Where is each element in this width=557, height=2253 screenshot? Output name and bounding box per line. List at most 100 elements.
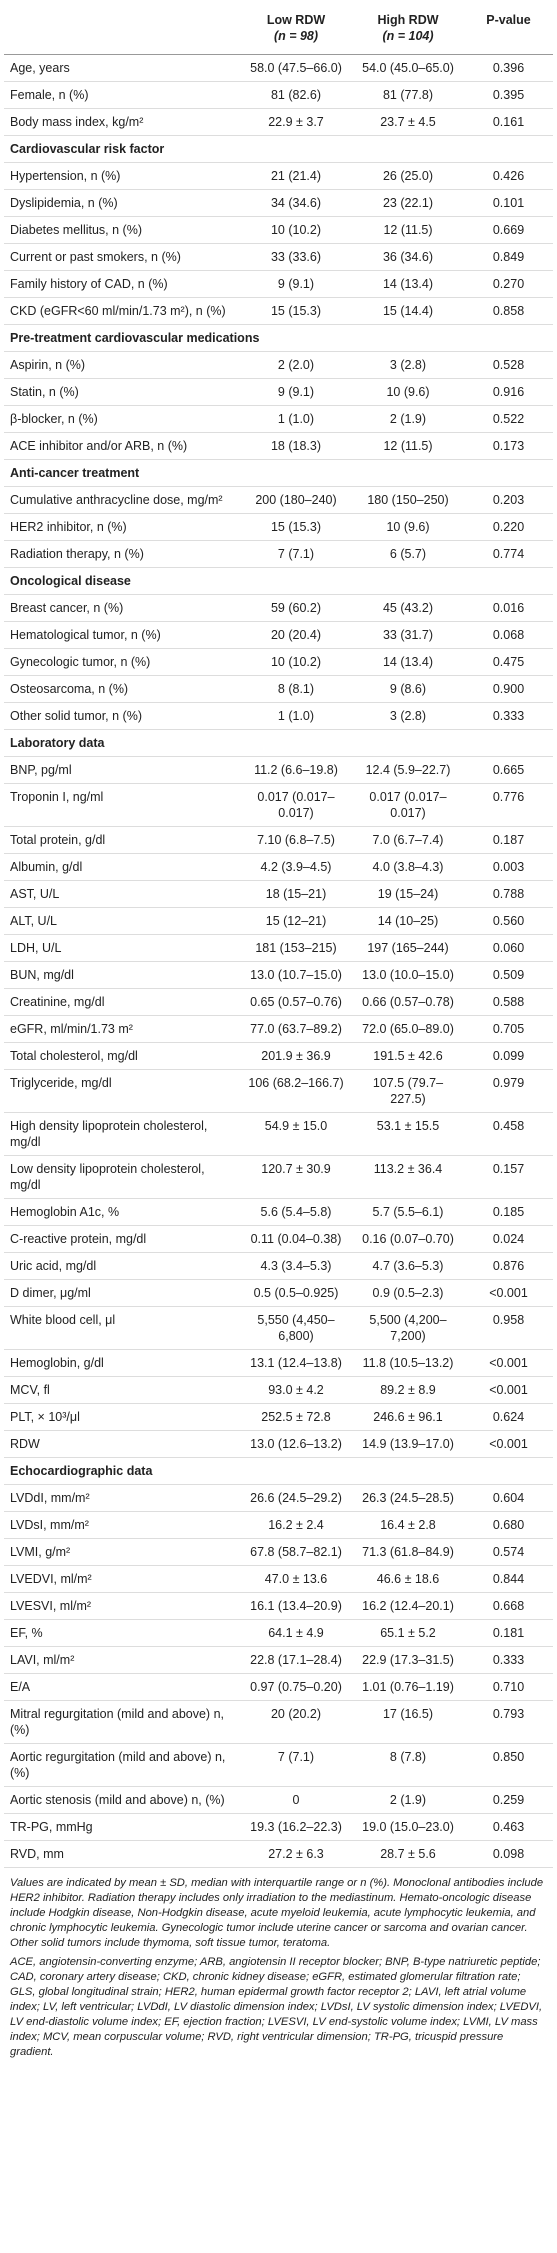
value-cell: 5.6 (5.4–5.8) [240, 1198, 352, 1226]
value-cell: 23.7 ± 4.5 [352, 108, 464, 136]
value-cell: 14 (13.4) [352, 648, 464, 676]
row-label: Dyslipidemia, n (%) [4, 189, 240, 217]
value-cell: 0.788 [464, 880, 553, 908]
row-label: Family history of CAD, n (%) [4, 270, 240, 298]
data-row: RVD, mm 27.2 ± 6.3 28.7 ± 5.6 0.098 [4, 1840, 553, 1868]
value-cell: 27.2 ± 6.3 [240, 1840, 352, 1868]
row-label: BNP, pg/ml [4, 756, 240, 784]
value-cell: 7 (7.1) [240, 540, 352, 568]
row-label: D dimer, μg/ml [4, 1279, 240, 1307]
value-cell: <0.001 [464, 1430, 553, 1458]
row-label: AST, U/L [4, 880, 240, 908]
data-row: Aortic stenosis (mild and above) n, (%) 0… [4, 1786, 553, 1814]
data-row: LDH, U/L 181 (153–215) 197 (165–244) 0.060 [4, 934, 553, 962]
value-cell: 0 [240, 1786, 352, 1814]
data-row: Mitral regurgitation (mild and above) n,… [4, 1700, 553, 1744]
value-cell: 12.4 (5.9–22.7) [352, 756, 464, 784]
value-cell: 7.10 (6.8–7.5) [240, 826, 352, 854]
value-cell: 9 (9.1) [240, 270, 352, 298]
data-row: ALT, U/L 15 (12–21) 14 (10–25) 0.560 [4, 907, 553, 935]
row-label: Albumin, g/dl [4, 853, 240, 881]
value-cell: 4.7 (3.6–5.3) [352, 1252, 464, 1280]
data-row: Cumulative anthracycline dose, mg/m² 200 … [4, 486, 553, 514]
row-label: ACE inhibitor and/or ARB, n (%) [4, 432, 240, 460]
footnote: Values are indicated by mean ± SD, media… [10, 1877, 544, 1949]
data-row: AST, U/L 18 (15–21) 19 (15–24) 0.788 [4, 880, 553, 908]
data-row: Hematological tumor, n (%) 20 (20.4) 33 (3… [4, 621, 553, 649]
row-label: HER2 inhibitor, n (%) [4, 513, 240, 541]
value-cell: 0.849 [464, 243, 553, 271]
data-row: Hemoglobin, g/dl 13.1 (12.4–13.8) 11.8 (10… [4, 1349, 553, 1377]
header-n: (n = 104) [382, 29, 434, 43]
value-cell: 53.1 ± 15.5 [352, 1112, 464, 1156]
row-label: LVDsI, mm/m² [4, 1511, 240, 1539]
data-row: LVMI, g/m² 67.8 (58.7–82.1) 71.3 (61.8–84.… [4, 1538, 553, 1566]
data-row: D dimer, μg/ml 0.5 (0.5–0.925) 0.9 (0.5–2.… [4, 1279, 553, 1307]
value-cell: 18 (18.3) [240, 432, 352, 460]
row-label: LVEDVI, ml/m² [4, 1565, 240, 1593]
value-cell: 5,550 (4,450–6,800) [240, 1306, 352, 1350]
data-row: Aortic regurgitation (mild and above) n,… [4, 1743, 553, 1787]
value-cell: 0.016 [464, 594, 553, 622]
value-cell: 191.5 ± 42.6 [352, 1042, 464, 1070]
data-row: MCV, fl 93.0 ± 4.2 89.2 ± 8.9 <0.001 [4, 1376, 553, 1404]
value-cell: 246.6 ± 96.1 [352, 1403, 464, 1431]
data-row: Triglyceride, mg/dl 106 (68.2–166.7) 107.5… [4, 1069, 553, 1113]
value-cell: 19 (15–24) [352, 880, 464, 908]
value-cell: 0.068 [464, 621, 553, 649]
value-cell: 0.844 [464, 1565, 553, 1593]
row-label: Aortic regurgitation (mild and above) n,… [4, 1743, 240, 1787]
value-cell: 0.458 [464, 1112, 553, 1156]
value-cell: 2 (1.9) [352, 405, 464, 433]
row-label: LAVI, ml/m² [4, 1646, 240, 1674]
value-cell: 15 (15.3) [240, 513, 352, 541]
value-cell: 8 (7.8) [352, 1743, 464, 1787]
row-label: Other solid tumor, n (%) [4, 702, 240, 730]
value-cell: 12 (11.5) [352, 216, 464, 244]
value-cell: 181 (153–215) [240, 934, 352, 962]
row-label: RVD, mm [4, 1840, 240, 1868]
value-cell: 33 (33.6) [240, 243, 352, 271]
value-cell: 46.6 ± 18.6 [352, 1565, 464, 1593]
value-cell: 59 (60.2) [240, 594, 352, 622]
value-cell: 2 (2.0) [240, 351, 352, 379]
value-cell: 26.3 (24.5–28.5) [352, 1484, 464, 1512]
value-cell: <0.001 [464, 1376, 553, 1404]
row-label: Breast cancer, n (%) [4, 594, 240, 622]
value-cell: 0.850 [464, 1743, 553, 1787]
row-label: Aortic stenosis (mild and above) n, (%) [4, 1786, 240, 1814]
value-cell: 0.509 [464, 961, 553, 989]
data-row: TR-PG, mmHg 19.3 (16.2–22.3) 19.0 (15.0–23… [4, 1813, 553, 1841]
row-label: Hemoglobin A1c, % [4, 1198, 240, 1226]
value-cell: 113.2 ± 36.4 [352, 1155, 464, 1199]
value-cell: 0.220 [464, 513, 553, 541]
value-cell: 26 (25.0) [352, 162, 464, 190]
value-cell: 77.0 (63.7–89.2) [240, 1015, 352, 1043]
value-cell: 0.900 [464, 675, 553, 703]
section-title: Cardiovascular risk factor [4, 135, 553, 163]
value-cell: 10 (10.2) [240, 216, 352, 244]
row-label: Body mass index, kg/m² [4, 108, 240, 136]
header-title: P-value [486, 13, 531, 27]
value-cell: 81 (77.8) [352, 81, 464, 109]
value-cell: 0.11 (0.04–0.38) [240, 1225, 352, 1253]
row-label: Hypertension, n (%) [4, 162, 240, 190]
data-row: Age, years 58.0 (47.5–66.0) 54.0 (45.0–65.… [4, 54, 553, 82]
row-label: Mitral regurgitation (mild and above) n,… [4, 1700, 240, 1744]
value-cell: 21 (21.4) [240, 162, 352, 190]
row-label: LVDdI, mm/m² [4, 1484, 240, 1512]
data-table: Low RDW (n = 98) High RDW (n = 104) P-value … [4, 0, 553, 1868]
value-cell: 14 (10–25) [352, 907, 464, 935]
header-title: Low RDW [266, 13, 326, 27]
data-row: RDW 13.0 (12.6–13.2) 14.9 (13.9–17.0) <0.00… [4, 1430, 553, 1458]
data-row: Aspirin, n (%) 2 (2.0) 3 (2.8) 0.528 [4, 351, 553, 379]
value-cell: 20 (20.4) [240, 621, 352, 649]
footnotes: Values are indicated by mean ± SD, media… [4, 1868, 553, 2060]
value-cell: 0.858 [464, 297, 553, 325]
value-cell: 0.017 (0.017–0.017) [240, 783, 352, 827]
row-label: MCV, fl [4, 1376, 240, 1404]
value-cell: 0.774 [464, 540, 553, 568]
value-cell: 4.0 (3.8–4.3) [352, 853, 464, 881]
value-cell: 0.680 [464, 1511, 553, 1539]
value-cell: 0.098 [464, 1840, 553, 1868]
